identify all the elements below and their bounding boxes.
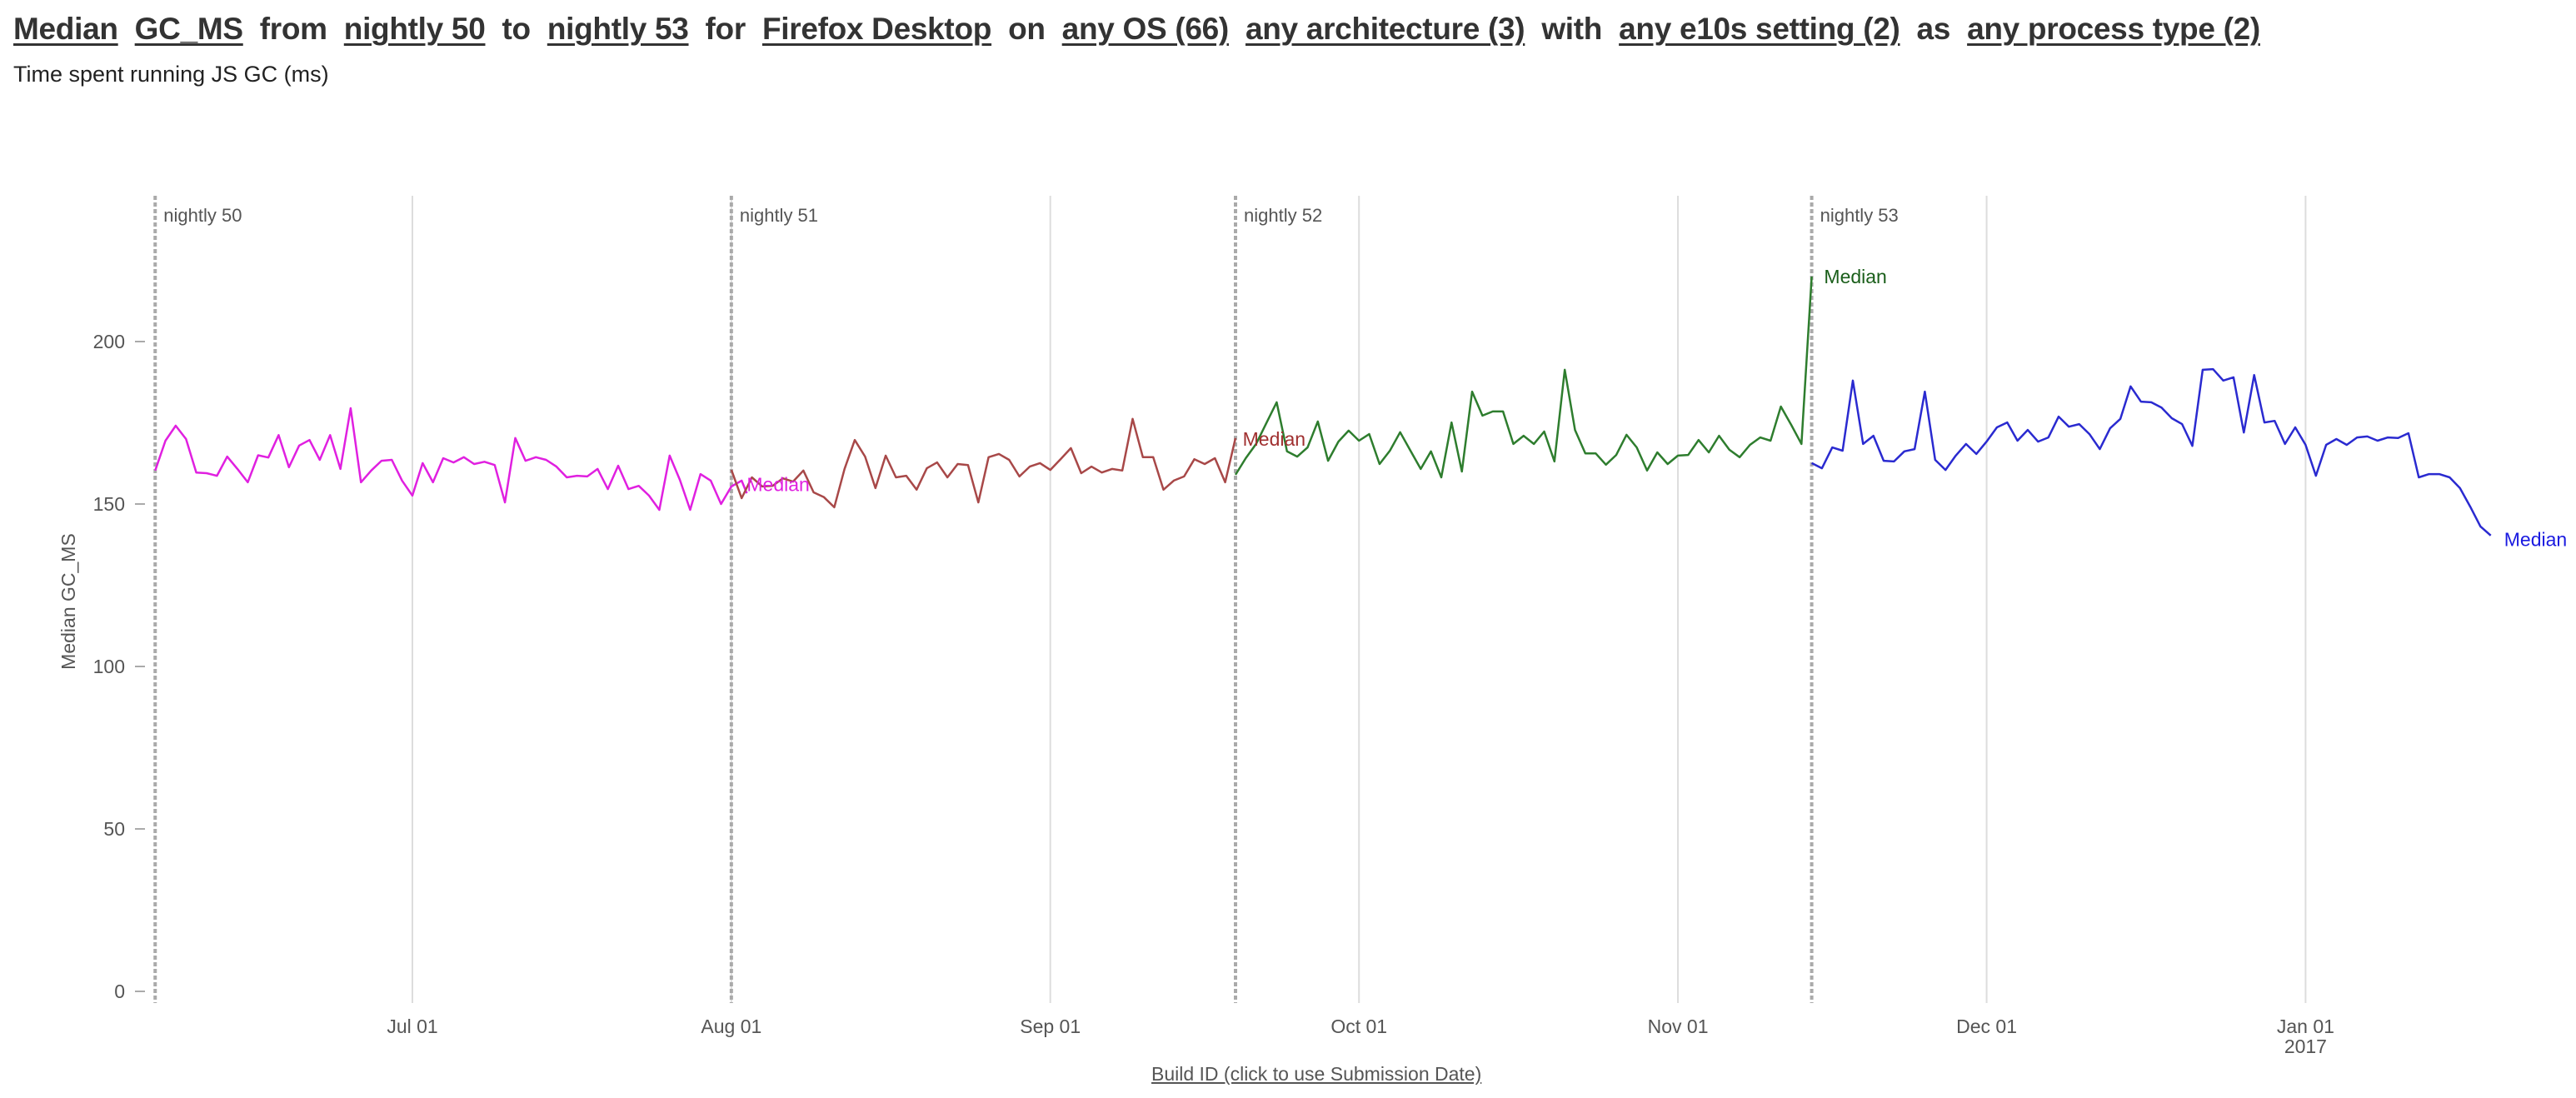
start-version-selector[interactable]: nightly 50 — [343, 12, 486, 46]
version-markers: nightly 50 nightly 51 nightly 52 nightly 53 — [153, 196, 1899, 1003]
x-tick-label: Dec 01 — [1956, 1016, 2017, 1037]
metric-aggregate-selector[interactable]: Median — [13, 12, 118, 46]
series-line-nightly-53[interactable] — [1811, 367, 2492, 537]
y-axis-label: Median GC_MS — [57, 533, 79, 670]
metric-description: Time spent running JS GC (ms) — [13, 62, 329, 87]
y-tick-label: 150 — [93, 493, 125, 515]
text-to: to — [502, 12, 531, 46]
version-marker-label: nightly 50 — [163, 205, 242, 226]
x-tick-label: Oct 01 — [1330, 1016, 1387, 1037]
y-tick-label: 0 — [114, 981, 125, 1002]
x-axis: Jul 01 Aug 01 Sep 01 Oct 01 Nov 01 Dec 01 Jan … — [387, 1016, 2334, 1057]
version-marker-label: nightly 52 — [1244, 205, 1322, 226]
product-selector[interactable]: Firefox Desktop — [761, 12, 992, 46]
text-as: as — [1916, 12, 1951, 46]
x-tick-label: Jan 01 — [2277, 1016, 2334, 1037]
x-tick-sublabel: 2017 — [2284, 1036, 2327, 1057]
process-type-selector[interactable]: any process type (2) — [1967, 12, 2260, 46]
y-tick-label: 100 — [93, 656, 125, 677]
x-gridlines — [412, 196, 2307, 1003]
y-tick-label: 50 — [103, 818, 125, 840]
x-tick-label: Nov 01 — [1648, 1016, 1709, 1037]
text-from: from — [259, 12, 327, 46]
series-label: Median — [1824, 266, 1886, 287]
series-line-nightly-52[interactable] — [1234, 276, 1813, 479]
x-axis-mode-toggle[interactable]: Build ID (click to use Submission Date) — [1151, 1063, 1482, 1085]
version-marker-label: nightly 51 — [740, 205, 818, 226]
measure-selector[interactable]: GC_MS — [134, 12, 243, 46]
page-title: Median GC_MS from nightly 50 to nightly 53 for… — [13, 12, 2269, 47]
y-axis: 0 50 100 150 200 Median GC_MS — [57, 331, 145, 1002]
x-tick-label: Aug 01 — [701, 1016, 761, 1037]
series-line-nightly-50[interactable] — [154, 407, 748, 512]
end-version-selector[interactable]: nightly 53 — [547, 12, 689, 46]
architecture-selector[interactable]: any architecture (3) — [1245, 12, 1525, 46]
series-label: Median — [746, 473, 809, 495]
series-label: Median — [1243, 428, 1305, 450]
text-for: for — [705, 12, 746, 46]
x-tick-label: Sep 01 — [1020, 1016, 1081, 1037]
series-line-nightly-51[interactable] — [730, 417, 1237, 509]
y-tick-label: 200 — [93, 331, 125, 352]
text-with: with — [1541, 12, 1603, 46]
series-label: Median — [2504, 529, 2567, 551]
version-marker-label: nightly 53 — [1820, 205, 1899, 226]
series-labels: Median Median Median Median — [746, 266, 2567, 551]
series-lines — [154, 276, 2492, 537]
text-on: on — [1008, 12, 1046, 46]
os-selector[interactable]: any OS (66) — [1061, 12, 1230, 46]
e10s-selector[interactable]: any e10s setting (2) — [1619, 12, 1900, 46]
x-tick-label: Jul 01 — [387, 1016, 437, 1037]
